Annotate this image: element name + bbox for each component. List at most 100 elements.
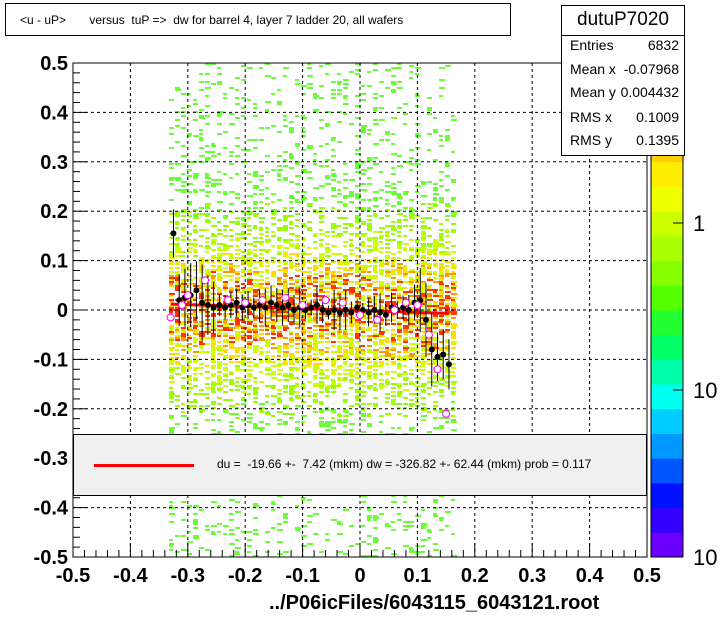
histogram-bin <box>289 267 293 269</box>
histogram-bin <box>391 341 396 343</box>
histogram-bin <box>373 247 378 249</box>
histogram-bin <box>277 389 282 391</box>
histogram-bin <box>385 323 390 325</box>
histogram-bin <box>295 385 299 387</box>
stats-value: -0.07968 <box>623 61 679 77</box>
histogram-bin <box>421 287 425 289</box>
histogram-bin <box>313 353 318 355</box>
histogram-bin <box>283 379 289 381</box>
histogram-bin <box>373 299 378 301</box>
histogram-bin <box>451 297 457 299</box>
histogram-bin <box>175 535 180 537</box>
histogram-bin <box>277 131 282 133</box>
histogram-bin <box>253 317 259 319</box>
histogram-bin <box>223 335 228 337</box>
histogram-bin <box>301 259 306 261</box>
histogram-bin <box>319 319 324 321</box>
histogram-bin <box>367 71 371 73</box>
histogram-bin <box>403 341 408 343</box>
histogram-bin <box>313 337 318 339</box>
histogram-bin <box>283 115 287 117</box>
histogram-bin <box>265 63 270 65</box>
histogram-bin <box>181 331 186 333</box>
histogram-bin <box>217 221 221 223</box>
histogram-bin <box>271 403 276 405</box>
histogram-bin <box>379 285 385 287</box>
palette-segment <box>651 211 683 237</box>
profile-point <box>193 287 200 294</box>
histogram-bin <box>217 81 222 83</box>
histogram-bin <box>391 427 395 429</box>
histogram-bin <box>319 127 324 129</box>
histogram-bin <box>259 237 263 239</box>
histogram-bin <box>367 415 371 417</box>
histogram-bin <box>391 221 396 223</box>
histogram-bin <box>187 367 192 369</box>
histogram-bin <box>217 307 223 309</box>
histogram-bin <box>253 349 259 351</box>
histogram-bin <box>349 363 354 365</box>
histogram-bin <box>307 543 313 545</box>
open-point <box>183 291 192 300</box>
histogram-bin <box>337 331 342 333</box>
histogram-bin <box>223 327 229 329</box>
histogram-bin <box>343 335 348 337</box>
histogram-bin <box>415 385 421 387</box>
histogram-bin <box>451 299 455 301</box>
histogram-bin <box>205 337 211 339</box>
histogram-bin <box>289 301 294 303</box>
histogram-bin <box>403 379 408 381</box>
histogram-bin <box>361 209 366 211</box>
histogram-bin <box>355 349 361 351</box>
histogram-bin <box>301 149 306 151</box>
histogram-bin <box>235 413 239 415</box>
histogram-bin <box>367 229 372 231</box>
histogram-bin <box>337 379 343 381</box>
histogram-bin <box>223 247 229 249</box>
histogram-bin <box>391 89 396 91</box>
profile-point <box>405 307 412 313</box>
histogram-bin <box>175 215 180 217</box>
histogram-bin <box>235 281 239 283</box>
histogram-bin <box>211 347 217 349</box>
histogram-bin <box>301 321 306 323</box>
histogram-bin <box>367 219 372 221</box>
histogram-bin <box>373 241 378 243</box>
histogram-bin <box>205 259 210 261</box>
histogram-bin <box>421 301 427 303</box>
histogram-bin <box>391 233 395 235</box>
histogram-bin <box>301 329 307 331</box>
histogram-bin <box>421 523 427 525</box>
histogram-bin <box>343 97 347 99</box>
histogram-bin <box>193 313 197 315</box>
histogram-bin <box>307 321 311 323</box>
histogram-bin <box>313 363 319 365</box>
histogram-bin <box>397 301 401 303</box>
histogram-bin <box>439 263 444 265</box>
histogram-bin <box>277 103 282 105</box>
histogram-bin <box>373 405 378 407</box>
histogram-bin <box>373 333 379 335</box>
histogram-bin <box>265 311 270 313</box>
histogram-bin <box>439 395 444 397</box>
histogram-bin <box>313 347 318 349</box>
histogram-bin <box>265 339 271 341</box>
histogram-bin <box>433 203 437 205</box>
histogram-bin <box>385 287 390 289</box>
y-tick-label: -0.4 <box>34 498 69 520</box>
histogram-bin <box>301 387 306 389</box>
histogram-bin <box>445 305 449 307</box>
histogram-bin <box>427 271 432 273</box>
histogram-bin <box>337 377 342 379</box>
histogram-bin <box>343 231 348 233</box>
histogram-bin <box>205 419 210 421</box>
histogram-bin <box>193 331 198 333</box>
histogram-bin <box>313 163 317 165</box>
histogram-bin <box>169 301 174 303</box>
histogram-bin <box>391 343 397 345</box>
open-point <box>178 301 187 310</box>
histogram-bin <box>307 275 312 277</box>
histogram-bin <box>307 355 312 357</box>
histogram-bin <box>283 551 289 553</box>
histogram-bin <box>331 321 336 323</box>
